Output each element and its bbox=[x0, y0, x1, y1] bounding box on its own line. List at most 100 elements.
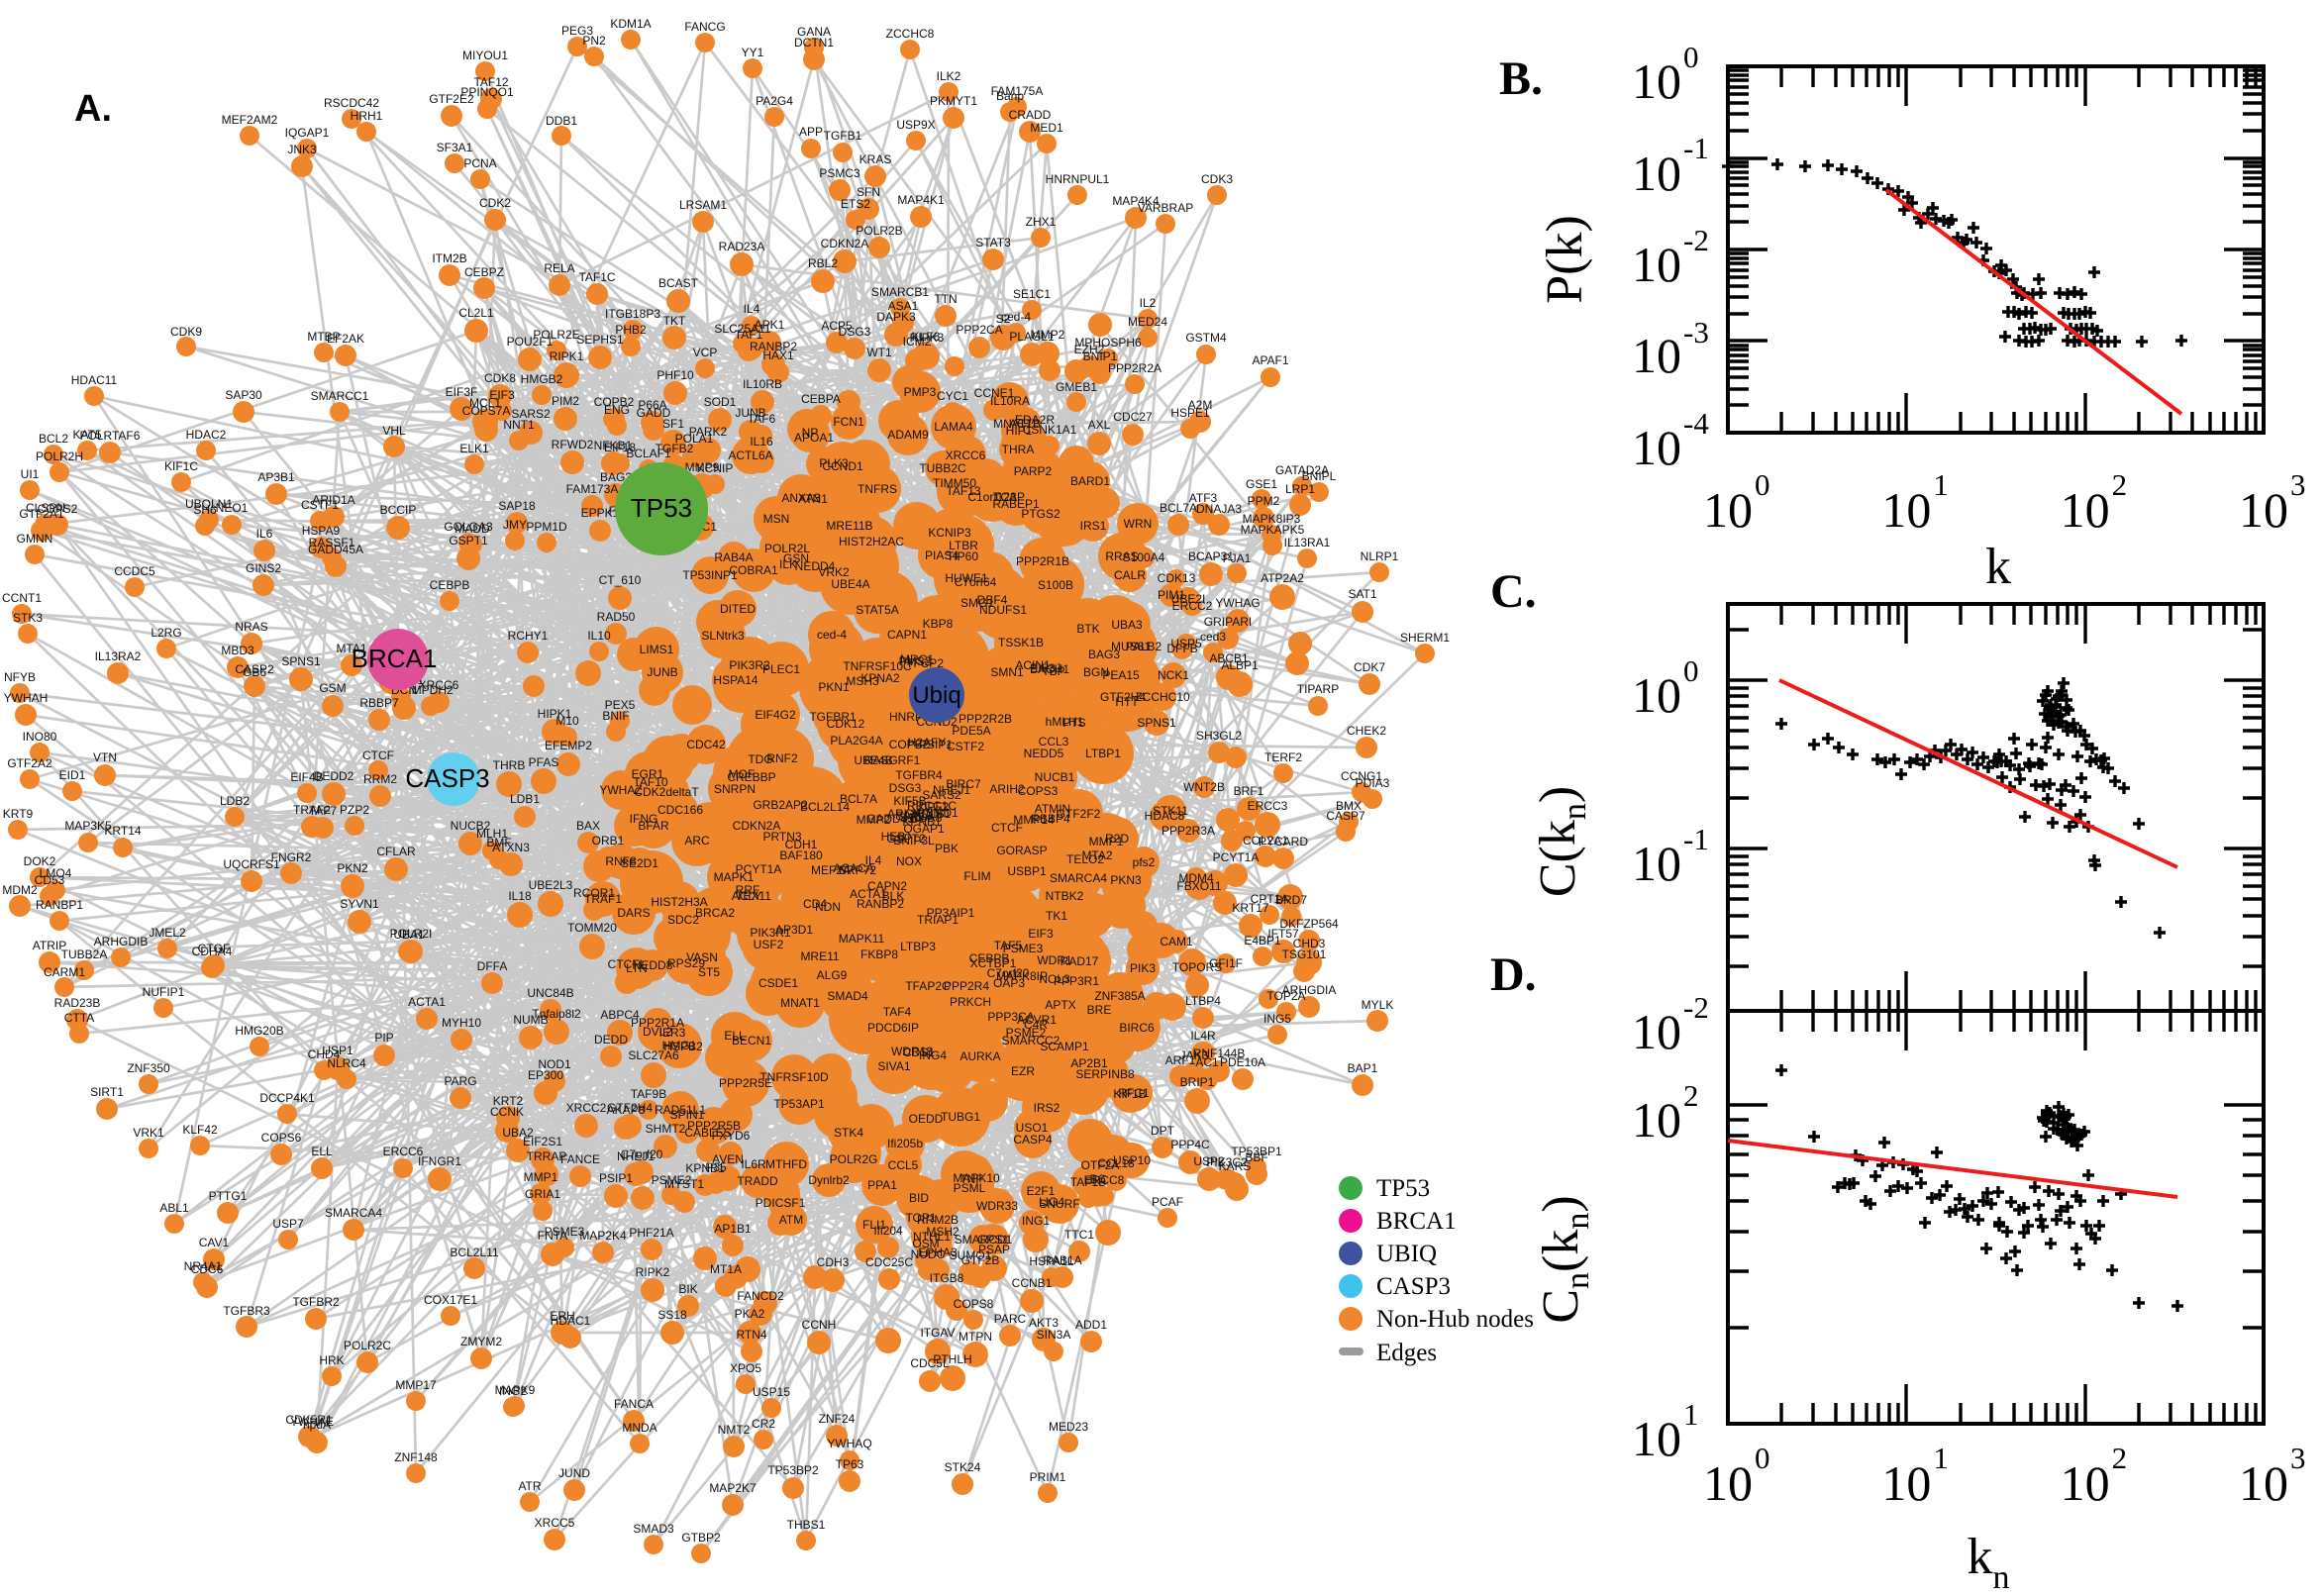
svg-text:PSMD1: PSMD1 bbox=[917, 806, 959, 820]
svg-text:THRB: THRB bbox=[493, 758, 526, 772]
svg-text:AP3B1: AP3B1 bbox=[257, 470, 295, 484]
svg-text:BLK: BLK bbox=[882, 889, 905, 903]
svg-text:C7orf20: C7orf20 bbox=[987, 966, 1030, 980]
svg-text:EGR1: EGR1 bbox=[632, 767, 664, 781]
svg-text:CAV1: CAV1 bbox=[199, 1236, 230, 1249]
svg-text:ARHGDIB: ARHGDIB bbox=[94, 935, 149, 948]
svg-text:EIF18: EIF18 bbox=[604, 441, 636, 454]
svg-text:GMNN: GMNN bbox=[17, 532, 53, 546]
svg-text:RRF: RRF bbox=[736, 883, 760, 897]
svg-text:TRRAP: TRRAP bbox=[527, 1149, 567, 1163]
svg-text:RAD51L1: RAD51L1 bbox=[655, 1103, 706, 1117]
svg-text:CDK12: CDK12 bbox=[827, 717, 865, 731]
svg-text:TP53: TP53 bbox=[631, 493, 692, 523]
svg-text:UBA2: UBA2 bbox=[502, 1126, 534, 1140]
svg-text:B.: B. bbox=[1499, 52, 1543, 105]
svg-text:PDE5A: PDE5A bbox=[952, 724, 990, 738]
svg-text:PHF21A: PHF21A bbox=[629, 1226, 673, 1240]
svg-text:KRT17: KRT17 bbox=[1232, 901, 1268, 915]
svg-text:P66A: P66A bbox=[638, 398, 666, 412]
svg-text:CDC6: CDC6 bbox=[191, 1262, 224, 1276]
svg-text:JUNB: JUNB bbox=[647, 665, 677, 679]
svg-text:MIYOU1: MIYOU1 bbox=[462, 49, 508, 62]
svg-text:HRH1: HRH1 bbox=[351, 109, 383, 123]
svg-text:PCAF: PCAF bbox=[1152, 1195, 1183, 1209]
svg-text:IL6: IL6 bbox=[256, 527, 273, 541]
svg-text:PPP2R2A: PPP2R2A bbox=[1108, 361, 1162, 375]
svg-text:PHB2: PHB2 bbox=[615, 323, 647, 337]
svg-text:SPNS1: SPNS1 bbox=[281, 654, 321, 668]
svg-text:PZP2: PZP2 bbox=[340, 803, 369, 817]
svg-text:SARS2: SARS2 bbox=[511, 407, 551, 421]
svg-text:HMGB2: HMGB2 bbox=[521, 372, 563, 386]
svg-text:TAF1B: TAF1B bbox=[1070, 1175, 1106, 1189]
svg-text:BIK: BIK bbox=[678, 1282, 697, 1296]
svg-text:MAPK8IP3: MAPK8IP3 bbox=[1243, 512, 1301, 526]
svg-text:HNRNPUL1: HNRNPUL1 bbox=[1046, 172, 1110, 186]
svg-text:HSPA14: HSPA14 bbox=[713, 673, 758, 687]
svg-text:GRIA1: GRIA1 bbox=[525, 1187, 560, 1201]
svg-text:CCNT1: CCNT1 bbox=[2, 591, 42, 605]
svg-text:YY1: YY1 bbox=[742, 46, 764, 59]
svg-text:CPT1A: CPT1A bbox=[1251, 892, 1289, 906]
svg-text:MNDA: MNDA bbox=[622, 1421, 656, 1435]
svg-text:SYVN1: SYVN1 bbox=[340, 897, 379, 911]
svg-text:SEPHS1: SEPHS1 bbox=[576, 333, 624, 347]
svg-text:ced-4: ced-4 bbox=[817, 628, 847, 642]
svg-text:2: 2 bbox=[1683, 1078, 1699, 1113]
svg-text:STK3: STK3 bbox=[13, 611, 43, 625]
svg-text:MRC1: MRC1 bbox=[900, 652, 934, 666]
svg-text:KIF1C: KIF1C bbox=[164, 459, 198, 473]
svg-text:TNFRSF10C: TNFRSF10C bbox=[843, 659, 912, 673]
svg-text:PBK: PBK bbox=[935, 842, 959, 855]
svg-text:DSG3: DSG3 bbox=[889, 781, 922, 795]
svg-text:STK24: STK24 bbox=[945, 1460, 981, 1474]
svg-text:RAD50: RAD50 bbox=[597, 610, 636, 624]
svg-text:CEBPZ: CEBPZ bbox=[464, 265, 504, 279]
svg-text:ARIH2: ARIH2 bbox=[989, 782, 1025, 796]
svg-text:ITGAV: ITGAV bbox=[920, 1326, 955, 1340]
svg-text:TGFBR2: TGFBR2 bbox=[292, 1295, 340, 1309]
svg-text:CTCF: CTCF bbox=[991, 821, 1023, 835]
svg-text:NMT2: NMT2 bbox=[718, 1423, 751, 1437]
svg-text:10: 10 bbox=[1632, 667, 1681, 723]
svg-text:COBRA1: COBRA1 bbox=[729, 563, 778, 577]
svg-text:USP10: USP10 bbox=[1113, 1153, 1151, 1167]
svg-text:GSPT2: GSPT2 bbox=[886, 832, 926, 846]
svg-text:PCNA: PCNA bbox=[463, 156, 496, 170]
svg-text:GMEB1: GMEB1 bbox=[1056, 380, 1097, 394]
svg-text:UI1: UI1 bbox=[21, 467, 40, 481]
svg-text:TKT: TKT bbox=[663, 314, 686, 328]
svg-text:MAPKAPK5: MAPKAPK5 bbox=[1241, 523, 1305, 537]
svg-text:C1orf123: C1orf123 bbox=[967, 490, 1017, 504]
svg-text:ERCC3: ERCC3 bbox=[1248, 799, 1288, 813]
svg-text:IL4: IL4 bbox=[744, 302, 760, 316]
svg-text:GTBP2: GTBP2 bbox=[681, 1531, 721, 1545]
svg-text:PKN1: PKN1 bbox=[818, 680, 850, 694]
svg-text:RANBP1: RANBP1 bbox=[36, 898, 83, 912]
svg-text:GSN: GSN bbox=[783, 551, 809, 565]
svg-text:R2D: R2D bbox=[1105, 832, 1129, 846]
svg-text:RTN4: RTN4 bbox=[736, 1328, 766, 1342]
svg-text:BARD1: BARD1 bbox=[1070, 474, 1110, 488]
svg-text:HDAC1: HDAC1 bbox=[551, 1314, 591, 1328]
svg-text:DNAJA3: DNAJA3 bbox=[1196, 502, 1242, 516]
svg-text:XRCC2: XRCC2 bbox=[566, 1101, 607, 1115]
svg-text:SFN: SFN bbox=[857, 185, 880, 199]
svg-text:CEBPB: CEBPB bbox=[430, 578, 470, 592]
svg-text:AP1B1: AP1B1 bbox=[714, 1222, 752, 1236]
svg-text:ZNF350: ZNF350 bbox=[127, 1061, 170, 1075]
svg-text:NUDC: NUDC bbox=[911, 1247, 946, 1261]
svg-text:ATP2A2: ATP2A2 bbox=[1261, 571, 1304, 585]
svg-text:GTF2F2: GTF2F2 bbox=[1057, 807, 1101, 821]
svg-text:PPP4C: PPP4C bbox=[1170, 1138, 1210, 1151]
svg-text:k: k bbox=[1985, 539, 2011, 595]
svg-text:CAM1: CAM1 bbox=[1160, 935, 1193, 948]
svg-text:MYLK: MYLK bbox=[1362, 998, 1394, 1012]
svg-text:SH6: SH6 bbox=[193, 503, 217, 517]
svg-text:HEB: HEB bbox=[881, 830, 906, 844]
svg-text:P(k): P(k) bbox=[1537, 215, 1593, 304]
svg-text:CSTF2: CSTF2 bbox=[947, 740, 984, 753]
svg-text:IFT57: IFT57 bbox=[1267, 927, 1299, 941]
svg-text:GSM: GSM bbox=[319, 681, 346, 695]
